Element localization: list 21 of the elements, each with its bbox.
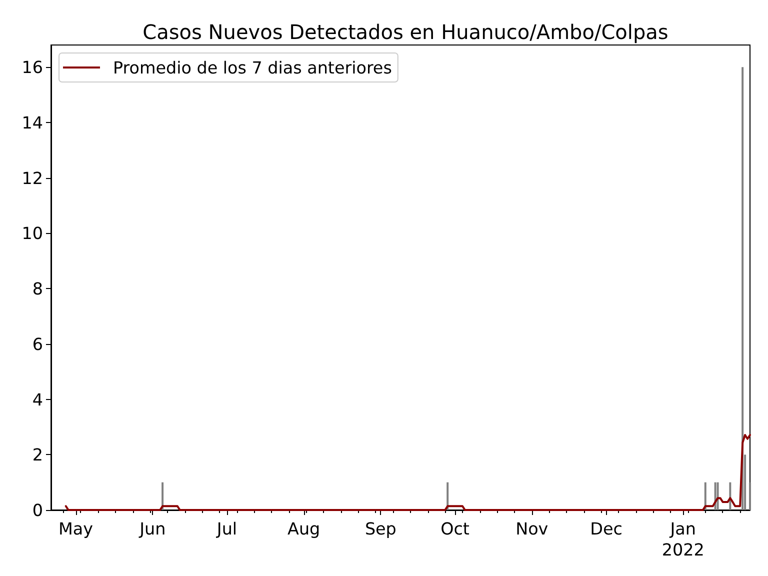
chart-title: Casos Nuevos Detectados en Huanuco/Ambo/Colpas — [142, 20, 668, 44]
y-tick-label: 12 — [22, 168, 43, 188]
y-tick-label: 6 — [32, 334, 43, 354]
x-tick-label: Jun — [138, 518, 166, 538]
x-tick-label: Sep — [364, 518, 396, 538]
x-tick-label: Nov — [516, 518, 548, 538]
x-tick-label: Jul — [216, 518, 238, 538]
y-tick-label: 14 — [22, 112, 43, 132]
y-tick-label: 0 — [32, 500, 43, 520]
legend-label: Promedio de los 7 dias anteriores — [113, 58, 392, 78]
line-series — [64, 434, 751, 511]
y-tick-label: 2 — [32, 444, 43, 465]
y-tick-label: 16 — [22, 57, 43, 78]
y-tick-label: 10 — [22, 223, 43, 244]
x-tick-label: Oct — [440, 518, 470, 538]
x-tick-label: Aug — [288, 518, 320, 538]
y-tick-label: 8 — [32, 278, 43, 299]
x-tick-label: Dec — [590, 518, 622, 538]
x-tick-label: Jan 2022 — [662, 518, 704, 560]
y-tick-label: 4 — [32, 389, 43, 410]
x-tick-label: May — [58, 518, 94, 538]
